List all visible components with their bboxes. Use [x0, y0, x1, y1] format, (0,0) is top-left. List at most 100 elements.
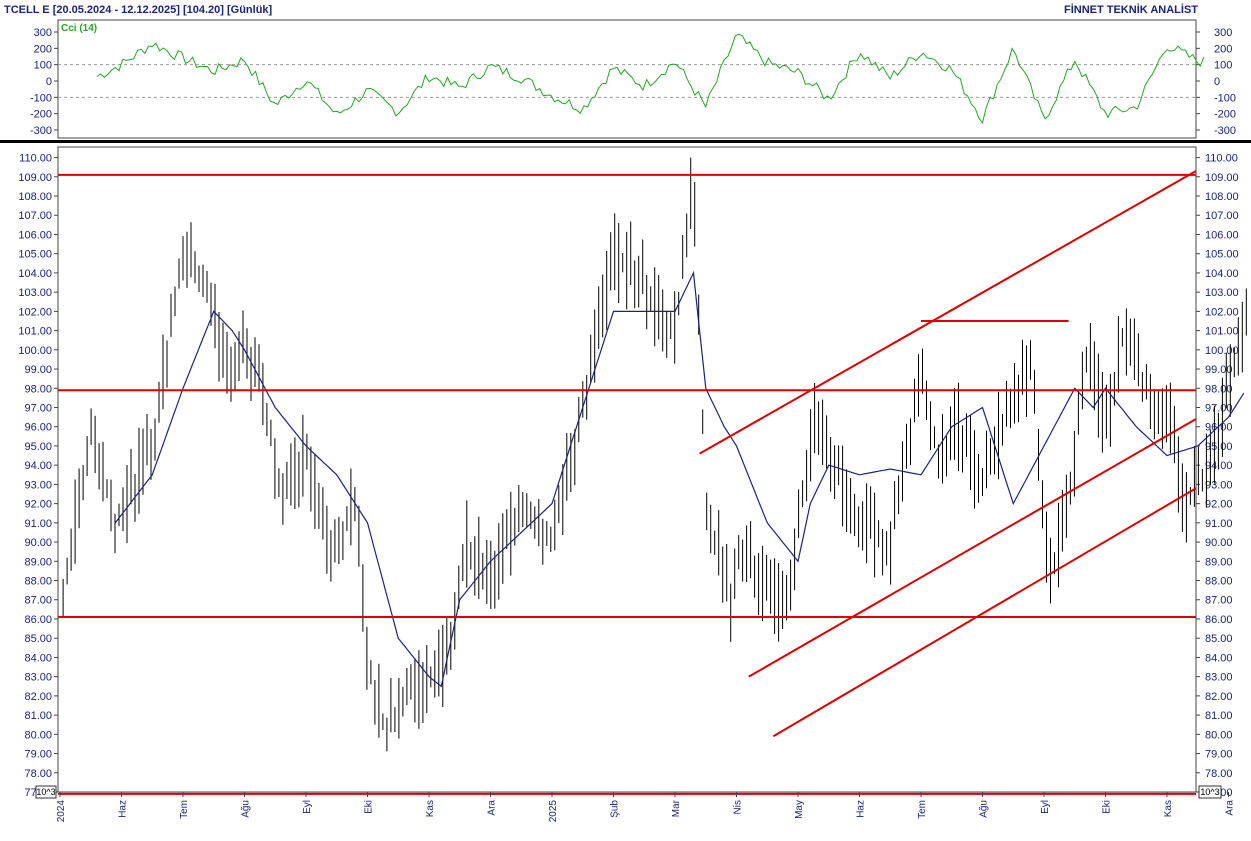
x-tick-label: Eki	[1102, 800, 1113, 814]
cci-tick-label: 100	[1214, 60, 1232, 72]
cci-y-axis-right: 300 200 100 0 -100 -200 -300	[1196, 27, 1236, 137]
price-tick-label: 91.00	[24, 518, 52, 530]
x-tick-label: Nis	[733, 800, 744, 814]
price-tick-label: 109.00	[1205, 172, 1239, 184]
x-tick-label: Eyl	[1040, 800, 1051, 814]
price-tick-label: 78.00	[1205, 768, 1233, 780]
cci-tick-label: 200	[34, 43, 52, 55]
price-tick-label: 82.00	[1205, 691, 1233, 703]
exponent-box-right	[1198, 785, 1222, 799]
price-tick-label: 106.00	[1205, 229, 1239, 241]
cci-tick-label: 300	[1214, 27, 1232, 39]
x-tick-label: Mar	[671, 799, 682, 817]
cci-tick-label: -100	[1214, 92, 1236, 104]
x-tick-label: May	[794, 800, 805, 819]
price-tick-label: 81.00	[24, 710, 52, 722]
x-tick-label: Eki	[364, 800, 375, 814]
x-tick-label: Şub	[610, 800, 621, 818]
price-tick-label: 100.00	[18, 345, 52, 357]
price-tick-label: 79.00	[1205, 749, 1233, 761]
price-tick-label: 89.00	[24, 556, 52, 568]
horizontal-levels	[58, 173, 1196, 795]
price-tick-label: 89.00	[1205, 556, 1233, 568]
cci-reference-lines	[58, 64, 1196, 98]
price-tick-label: 102.00	[18, 306, 52, 318]
price-tick-label: 85.00	[24, 633, 52, 645]
exponent-box-left	[35, 785, 57, 799]
price-tick-label: 88.00	[1205, 576, 1233, 588]
cci-tick-label: 300	[34, 27, 52, 39]
x-tick-label: Tem	[917, 800, 928, 819]
exponent-label-left: 10^3	[36, 787, 55, 797]
cci-tick-label: -300	[30, 125, 52, 137]
cci-tick-label: -100	[30, 92, 52, 104]
x-tick-label: Ağu	[241, 800, 252, 818]
price-plot-frame	[57, 146, 1197, 793]
price-tick-label: 101.00	[18, 326, 52, 338]
price-tick-label: 96.00	[24, 422, 52, 434]
price-tick-label: 91.00	[1205, 518, 1233, 530]
price-tick-label: 78.00	[24, 768, 52, 780]
price-tick-label: 101.00	[1205, 326, 1239, 338]
price-tick-label: 92.00	[1205, 499, 1233, 511]
price-tick-label: 100.00	[1205, 345, 1239, 357]
x-tick-label: Haz	[118, 800, 129, 818]
x-tick-label: Kas	[425, 800, 436, 817]
price-tick-label: 99.00	[1205, 364, 1233, 376]
trend-channel-line	[699, 170, 1197, 455]
x-tick-label: Ara	[1225, 800, 1236, 816]
x-tick-label: Tem	[179, 800, 190, 819]
price-tick-label: 92.00	[24, 499, 52, 511]
cci-tick-label: -200	[1214, 109, 1236, 121]
price-tick-label: 102.00	[1205, 306, 1239, 318]
cci-tick-label: 0	[46, 76, 52, 88]
cci-tick-label: 200	[1214, 43, 1232, 55]
cci-tick-label: 0	[1214, 76, 1220, 88]
cci-y-axis-left: 300 200 100 0 -100 -200 -300	[30, 27, 58, 137]
brand-label: FİNNET TEKNİK ANALİST	[1064, 3, 1198, 16]
price-tick-label: 79.00	[24, 749, 52, 761]
price-tick-label: 95.00	[24, 441, 52, 453]
price-tick-label: 83.00	[1205, 672, 1233, 684]
price-tick-label: 86.00	[1205, 614, 1233, 626]
cci-tick-label: -200	[30, 109, 52, 121]
price-tick-label: 86.00	[24, 614, 52, 626]
price-tick-label: 108.00	[18, 191, 52, 203]
price-tick-label: 97.00	[24, 402, 52, 414]
x-tick-label: Kas	[1163, 800, 1174, 817]
price-tick-label: 97.00	[1205, 402, 1233, 414]
price-tick-label: 108.00	[1205, 191, 1239, 203]
price-tick-label: 104.00	[18, 268, 52, 280]
x-tick-label: 2024	[56, 800, 67, 823]
trend-channel-line	[748, 418, 1197, 678]
x-tick-label: Ara	[487, 800, 498, 816]
price-tick-label: 110.00	[19, 153, 52, 165]
trend-channel	[699, 170, 1197, 738]
moving-average-line	[114, 270, 1245, 688]
price-tick-label: 82.00	[24, 691, 52, 703]
price-tick-label: 87.00	[1205, 595, 1233, 607]
price-tick-label: 93.00	[24, 479, 52, 491]
price-tick-label: 80.00	[24, 729, 52, 741]
exponent-label-right: 10^3	[1200, 787, 1219, 797]
price-tick-label: 105.00	[1205, 249, 1239, 261]
x-tick-label: 2025	[548, 800, 559, 823]
price-tick-label: 104.00	[1205, 268, 1239, 280]
price-tick-label: 99.00	[24, 364, 52, 376]
x-tick-label: Ağu	[979, 800, 990, 818]
price-tick-label: 80.00	[1205, 729, 1233, 741]
price-tick-label: 85.00	[1205, 633, 1233, 645]
price-tick-label: 98.00	[24, 383, 52, 395]
cci-legend: Cci (14)	[61, 23, 97, 34]
price-tick-label: 90.00	[1205, 537, 1233, 549]
cci-plot-frame	[57, 19, 1197, 139]
price-tick-label: 90.00	[24, 537, 52, 549]
x-tick-label: Haz	[856, 800, 867, 818]
price-tick-label: 87.00	[24, 595, 52, 607]
price-tick-label: 106.00	[18, 229, 52, 241]
price-tick-label: 109.00	[18, 172, 52, 184]
price-panel: 110.00 109.00 108.00 107.00 106.00 105.00 104.…	[18, 146, 1247, 823]
price-tick-label: 103.00	[1205, 287, 1239, 299]
